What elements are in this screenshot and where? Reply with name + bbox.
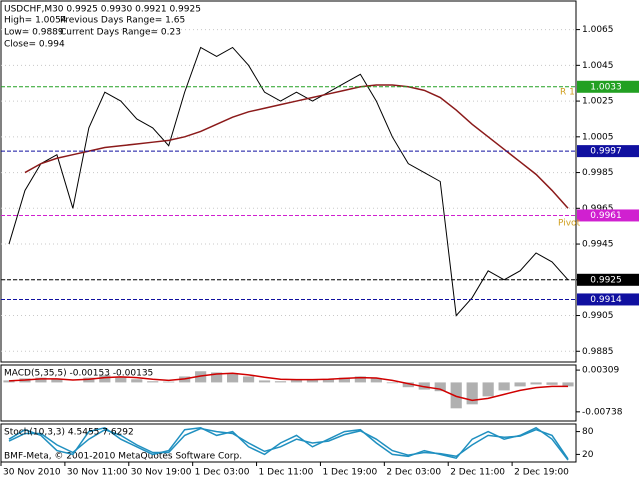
macd-bar [83, 377, 95, 383]
x-tick-label: 2 Dec 03:00 [386, 468, 441, 478]
price-box-label: 0.9961 [590, 211, 622, 221]
annotation: Close= 0.994 [4, 40, 65, 50]
y-tick-label: 1.0005 [582, 132, 614, 142]
y-tick-label: -0.00738 [582, 407, 623, 417]
footer: BMF-Meta, © 2001-2010 MetaQuotes Softwar… [4, 452, 242, 462]
macd-bar [163, 381, 175, 383]
macd-bar [434, 382, 446, 392]
series-line [8, 427, 569, 460]
series-line [8, 426, 569, 461]
y-tick-label: 0.9885 [582, 347, 614, 357]
annotation: Current Days Range= 0.23 [60, 28, 181, 38]
x-tick-label: 2 Dec 19:00 [514, 468, 569, 478]
annotation: Low= 0.9889 [4, 28, 64, 38]
y-tick-label: 1.0045 [582, 61, 614, 71]
price-box [577, 145, 639, 158]
macd-bar [3, 380, 15, 383]
macd-bar [354, 376, 366, 383]
macd-bar [530, 382, 542, 385]
macd-frame [0, 364, 577, 422]
y-tick-label: 0.9945 [582, 240, 614, 250]
macd-bar [338, 377, 350, 383]
price-box-label: 0.9925 [590, 275, 622, 285]
y-tick-label: 0.9905 [582, 311, 614, 321]
series-line [8, 372, 569, 402]
macd-bar [131, 379, 143, 383]
annotation: Previous Days Range= 1.65 [60, 16, 185, 26]
x-tick-label: 2 Dec 11:00 [450, 468, 505, 478]
panel-title: USDCHF,M30 0.9925 0.9930 0.9921 0.9925 [4, 5, 201, 15]
macd-bar [562, 382, 574, 387]
annotation: High= 1.0054 [4, 16, 67, 26]
macd-bar [306, 379, 319, 383]
x-tick-label: 1 Dec 03:00 [195, 468, 250, 478]
price-box [577, 293, 639, 306]
macd-bar [466, 382, 478, 405]
macd-bar [290, 379, 303, 383]
y-tick-label: 1.0065 [582, 25, 614, 35]
price-box [577, 273, 639, 286]
price-box-label: 0.9997 [590, 147, 622, 157]
macd-bar [195, 371, 207, 383]
main-frame [0, 0, 577, 363]
macd-bar [258, 380, 271, 383]
macd-bar [147, 381, 159, 383]
series-line [24, 84, 569, 209]
x-tick-label: 30 Nov 19:00 [131, 468, 192, 478]
y-tick-label: 0.9965 [582, 204, 614, 214]
macd-bar [322, 379, 335, 383]
macd-bar [514, 382, 526, 387]
macd-bar [227, 373, 239, 383]
panel-title: MACD(5,35,5) -0.00153 -0.00135 [4, 369, 153, 379]
macd-bar [482, 382, 494, 397]
x-tick-label: 1 Dec 11:00 [259, 468, 314, 478]
macd-bar [211, 372, 223, 383]
macd-bar [418, 382, 430, 390]
macd-bar [99, 375, 111, 383]
y-tick-label: 80 [582, 427, 594, 437]
y-tick-label: 0.00309 [582, 366, 619, 376]
x-tick-label: 30 Nov 11:00 [67, 468, 128, 478]
stoch-frame [0, 423, 577, 463]
price-box-label: 1.0033 [590, 82, 622, 92]
annotation: R 1 [560, 88, 575, 98]
y-tick-label: 1.0025 [582, 97, 614, 107]
annotation: Pivot [558, 219, 581, 229]
macd-bar [546, 382, 558, 385]
macd-bar [242, 376, 255, 383]
y-tick-label: 0.9985 [582, 168, 614, 178]
price-box-label: 0.9914 [590, 295, 622, 305]
x-tick-label: 30 Nov 2010 [3, 468, 61, 478]
panel-title: Stoch(10,3,3) 4.5455 7.6292 [4, 428, 134, 438]
price-box [577, 80, 639, 93]
macd-bar [402, 382, 414, 388]
price-box [577, 209, 639, 222]
macd-bar [370, 378, 382, 383]
macd-bar [386, 382, 398, 384]
macd-bar [274, 381, 287, 383]
x-tick-label: 1 Dec 19:00 [322, 468, 377, 478]
y-tick-label: 20 [582, 450, 594, 460]
macd-bar [115, 376, 127, 383]
macd-bar [498, 382, 510, 391]
macd-bar [51, 379, 63, 383]
macd-bar [35, 377, 47, 383]
series-line [8, 46, 569, 317]
macd-bar [450, 382, 462, 409]
